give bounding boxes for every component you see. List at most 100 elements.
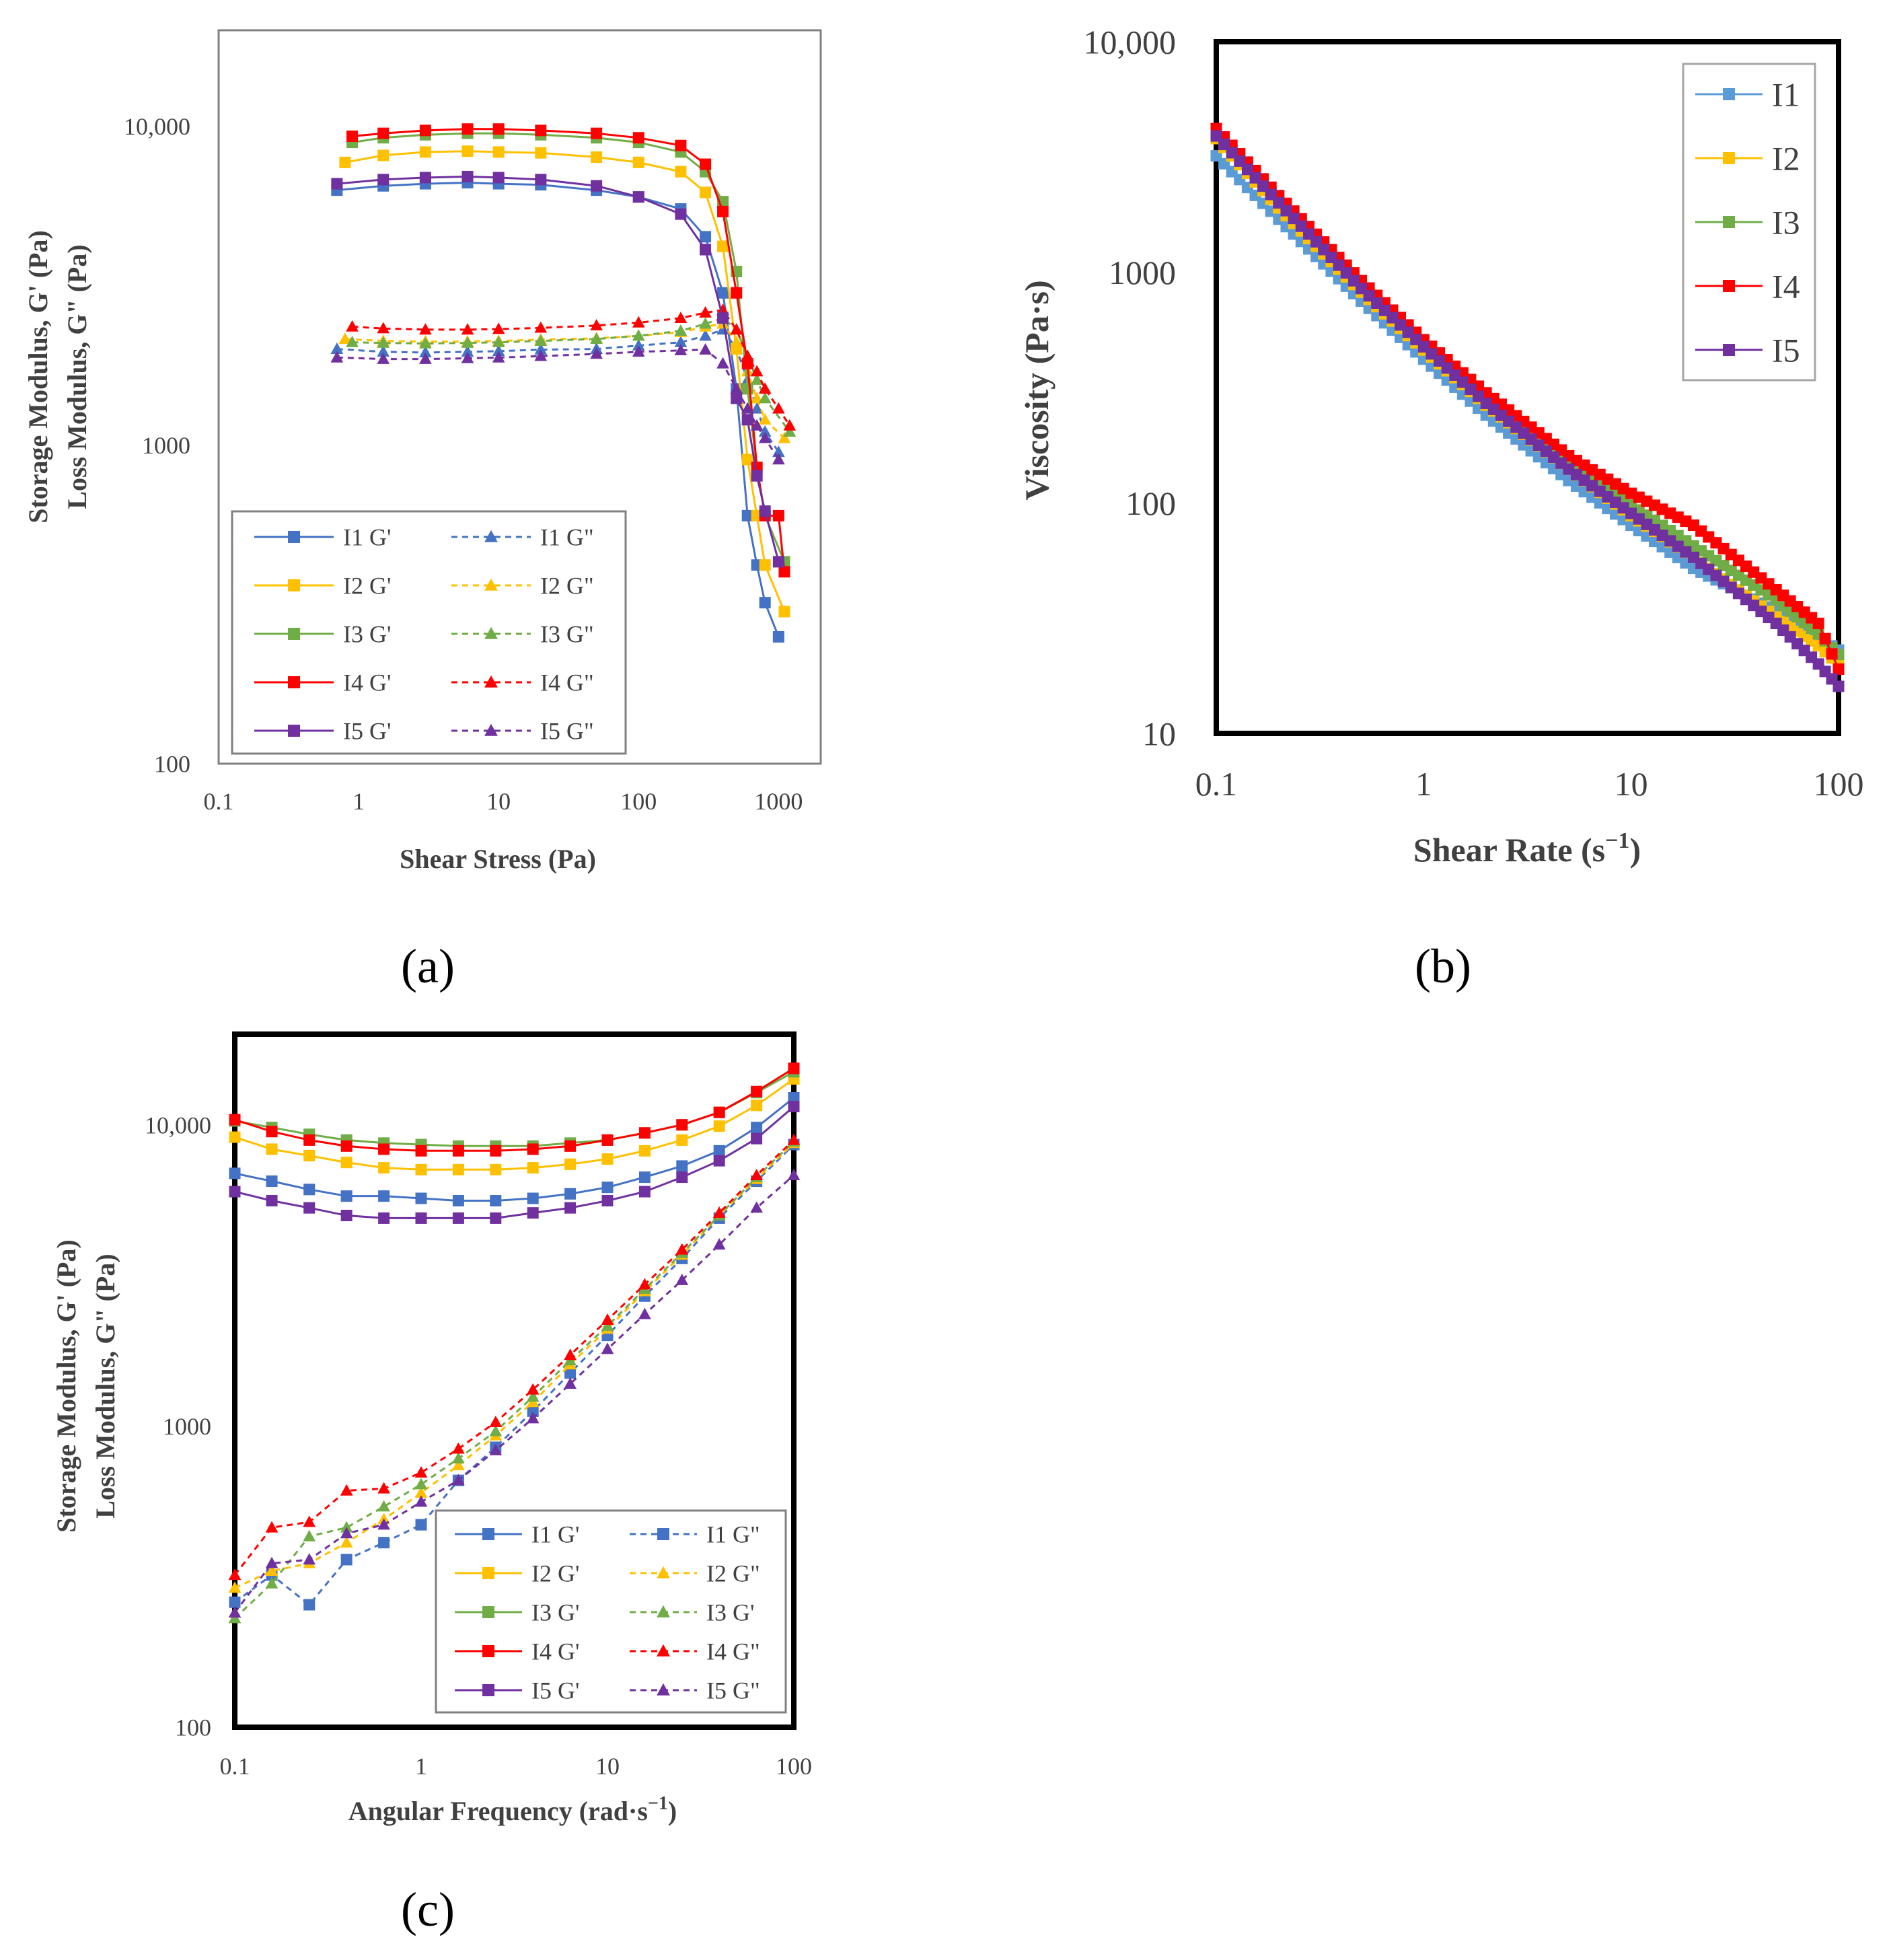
chart-b-legend: I1 I2 I3 I4 I5: [1682, 63, 1816, 382]
chart-c-y-tick-label-2: 10,000: [145, 1112, 211, 1138]
chart-c-series-9-point-0: [228, 1606, 242, 1618]
chart-c-series-5-line: [233, 1140, 795, 1620]
chart-c-series-8-point-14: [751, 1132, 763, 1145]
chart-c-legend-marker-6: [482, 1645, 494, 1657]
chart-c-series-6-point-2: [303, 1134, 316, 1146]
chart-a-series-0-point-10: [717, 287, 729, 299]
chart-a-series-6-point-4: [492, 123, 505, 135]
chart-c-series-9-point-15: [787, 1169, 801, 1180]
chart-c-series-6-point-9: [564, 1140, 577, 1152]
chart-a-legend-marker-3: [484, 578, 498, 591]
chart-c-series-6-point-0: [229, 1114, 241, 1126]
chart-c-series-7-point-4: [377, 1482, 390, 1494]
chart-c-series-1-point-0: [229, 1596, 241, 1608]
chart-a-series-7-point-8: [674, 312, 688, 324]
chart-a-y-tick-label-0: 100: [154, 751, 190, 778]
chart-a-series-0-point-9: [700, 231, 712, 243]
chart-a-series-2-line: [344, 150, 786, 612]
chart-c-series-0-point-6: [452, 1194, 464, 1206]
chart-a-series-9-point-10: [716, 357, 729, 369]
chart-c-series-5-point-6: [452, 1451, 465, 1463]
chart-c-series-0-point-12: [676, 1160, 688, 1172]
chart-c-series-9-point-7: [489, 1443, 503, 1455]
chart-c-series-8-point-7: [490, 1212, 502, 1224]
chart-a-series-6-point-6: [591, 127, 603, 139]
chart-c-x-ticks: 0.1 1 10 100: [220, 1753, 813, 1780]
chart-b-y-tick-label-0: 10: [1142, 715, 1176, 753]
chart-c-legend-label-3: I2 G": [706, 1560, 760, 1587]
chart-a-series-0-point-15: [772, 630, 784, 643]
chart-a-legend-marker-2: [288, 579, 300, 591]
chart-c-series-1-point-5: [415, 1519, 427, 1531]
chart-a-legend-marker-1: [484, 530, 498, 542]
chart-a-series-6-point-9: [700, 158, 712, 170]
chart-b-x-tick-label-0: 0.1: [1195, 765, 1238, 803]
chart-b-series-3-point-81: [1826, 648, 1838, 660]
chart-a-series-7-point-5: [534, 321, 548, 333]
chart-c-series-7-point-3: [340, 1484, 353, 1496]
chart-c-series-7-line: [233, 1139, 795, 1576]
chart-a-series-7-line: [352, 309, 791, 427]
chart-a-series-5-point-8: [674, 324, 688, 336]
chart-a-legend-label-8: I5 G': [343, 718, 391, 745]
chart-b-x-tick-label-2: 10: [1615, 765, 1648, 803]
chart-c-series-6-point-6: [452, 1145, 464, 1157]
chart-a-series-7-point-15: [772, 402, 785, 414]
chart-c-series-7-point-10: [601, 1313, 614, 1325]
chart-c-legend-label-9: I5 G": [706, 1677, 760, 1704]
chart-c-series-5-point-10: [601, 1319, 614, 1331]
chart-c-series-3-point-0: [228, 1581, 242, 1593]
chart-b-x-axis-label-main: Shear Rate (s: [1413, 831, 1605, 869]
chart-c-series-8-point-1: [266, 1194, 278, 1206]
chart-c-series-8-point-9: [564, 1202, 577, 1214]
chart-c-series-1-point-3: [340, 1554, 353, 1566]
chart-a-y-tick-label-1: 1000: [142, 432, 190, 459]
chart-a-legend-label-6: I4 G': [343, 669, 391, 696]
chart-a-series-1-point-14: [758, 425, 772, 437]
chart-a-series-3-point-14: [758, 413, 772, 425]
chart-a-series-7-point-0: [346, 320, 359, 332]
chart-a-legend-marker-7: [484, 675, 498, 688]
chart-a-series-6-point-15: [772, 509, 784, 521]
chart-c-series-6-point-11: [638, 1127, 651, 1139]
chart-c-series-8-point-5: [415, 1212, 427, 1224]
chart-a-series-5-point-7: [632, 329, 645, 341]
chart-c-series-9-point-3: [340, 1527, 353, 1539]
chart-b-x-axis-label-close: ): [1629, 831, 1641, 869]
chart-a-series-6-point-2: [419, 124, 431, 137]
chart-c-series-0-point-3: [340, 1190, 353, 1202]
chart-a-series-8-point-11: [731, 392, 743, 404]
chart-c-series-7-point-5: [414, 1466, 428, 1478]
chart-a-legend-marker-4: [288, 628, 300, 640]
chart-c-series-5-point-8: [526, 1390, 540, 1402]
chart-c-legend-label-6: I4 G': [531, 1638, 579, 1665]
chart-c-series-0-point-13: [713, 1145, 725, 1157]
chart-a-series-9-point-5: [534, 349, 548, 361]
chart-c-series-8-point-0: [229, 1186, 241, 1198]
chart-a-series-2-point-2: [419, 146, 431, 158]
chart-a-legend-marker-0: [288, 531, 300, 543]
chart-a-series-9-point-9: [699, 343, 712, 355]
chart-c-series-9-point-6: [452, 1474, 465, 1486]
chart-a-series-8-point-1: [377, 174, 390, 186]
chart-c-series-0-point-7: [490, 1194, 502, 1206]
chart-c-legend-label-1: I1 G": [706, 1521, 760, 1548]
chart-b: 0.1 1 10 100 10 100 1000 10,000 I1 I2 I3 I4 I5 She…: [1018, 24, 1864, 994]
chart-c-series-8-point-13: [713, 1155, 725, 1167]
chart-c-series-2-point-4: [378, 1162, 390, 1174]
chart-a-legend-marker-9: [484, 723, 498, 736]
chart-a-legend-label-7: I4 G": [540, 669, 594, 696]
chart-b-series-3-point-79: [1812, 618, 1824, 630]
chart-c-series-2-line: [234, 1078, 794, 1171]
chart-c-series-9-point-10: [601, 1342, 614, 1354]
chart-c-series-0-point-10: [601, 1182, 614, 1194]
chart-c-legend-marker-2: [482, 1567, 494, 1579]
chart-c-legend-label-8: I5 G': [531, 1677, 579, 1704]
chart-c-series-6-point-1: [266, 1126, 278, 1138]
chart-a-series-2-point-7: [632, 156, 644, 168]
chart-a-series-7-point-7: [632, 316, 645, 328]
chart-c-series-6-point-12: [676, 1119, 688, 1131]
chart-b-legend-marker-4: [1723, 344, 1735, 356]
chart-a-series-3-point-13: [750, 392, 764, 404]
